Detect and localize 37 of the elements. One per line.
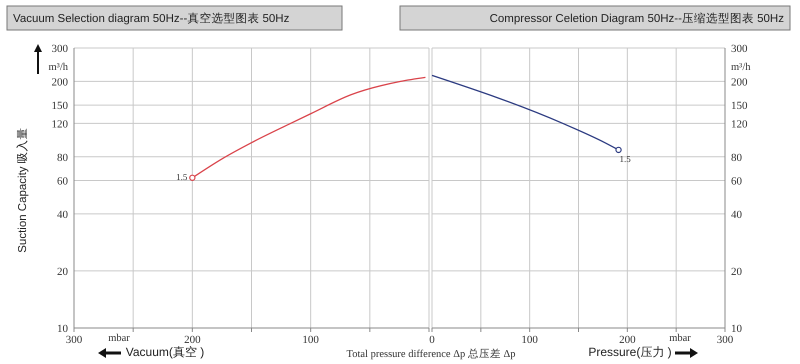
x-tick-label: 0 [429,334,436,346]
text: m³/h [48,62,69,73]
y-tick-label: 10 [731,323,742,335]
x-tick-label: 100 [521,334,538,346]
y-tick-label: 120 [731,118,748,130]
y-tick-label: 40 [731,208,742,221]
y-tick-label: 300 [731,43,748,55]
y-axis-title: Suction Capacity 吸入量 [15,127,29,253]
y-tick-label: 120 [52,118,68,130]
x-axis-title: Pressure(压力 ) [588,345,672,359]
y-tick-label: 80 [731,152,742,164]
x-axis-title: Vacuum(真空 ) [126,345,204,359]
text: m³/h [731,62,752,73]
chart-title: Vacuum Selection diagram 50Hz--真空选型图表 50Hz [13,11,290,25]
annotation: 1.5 [176,172,188,182]
y-tick-label: 60 [731,175,742,188]
y-tick-label: 20 [731,266,742,278]
y-tick-label: 200 [731,76,748,88]
text: mbar [669,333,692,344]
y-tick-label: 80 [57,152,68,164]
y-tick-label: 200 [52,76,68,88]
y-tick-label: 60 [57,175,68,188]
y-tick-label: 150 [52,100,68,112]
y-tick-label: 150 [731,100,748,112]
x-tick-label: 300 [66,334,83,346]
x-tick-label: 200 [619,334,636,346]
y-tick-label: 10 [57,323,68,335]
text: mbar [108,333,130,344]
text: Total pressure difference Δp 总压差 Δp [346,347,516,360]
chart-title: Compressor Celetion Diagram 50Hz--压缩选型图表 50Hz [490,11,784,25]
y-tick-label: 300 [52,43,68,55]
y-tick-label: 20 [57,266,68,278]
x-tick-label: 200 [184,334,202,346]
x-tick-label: 100 [302,334,320,346]
y-tick-label: 40 [57,208,68,221]
annotation: 1.5 [620,154,632,164]
x-tick-label: 300 [716,334,734,346]
